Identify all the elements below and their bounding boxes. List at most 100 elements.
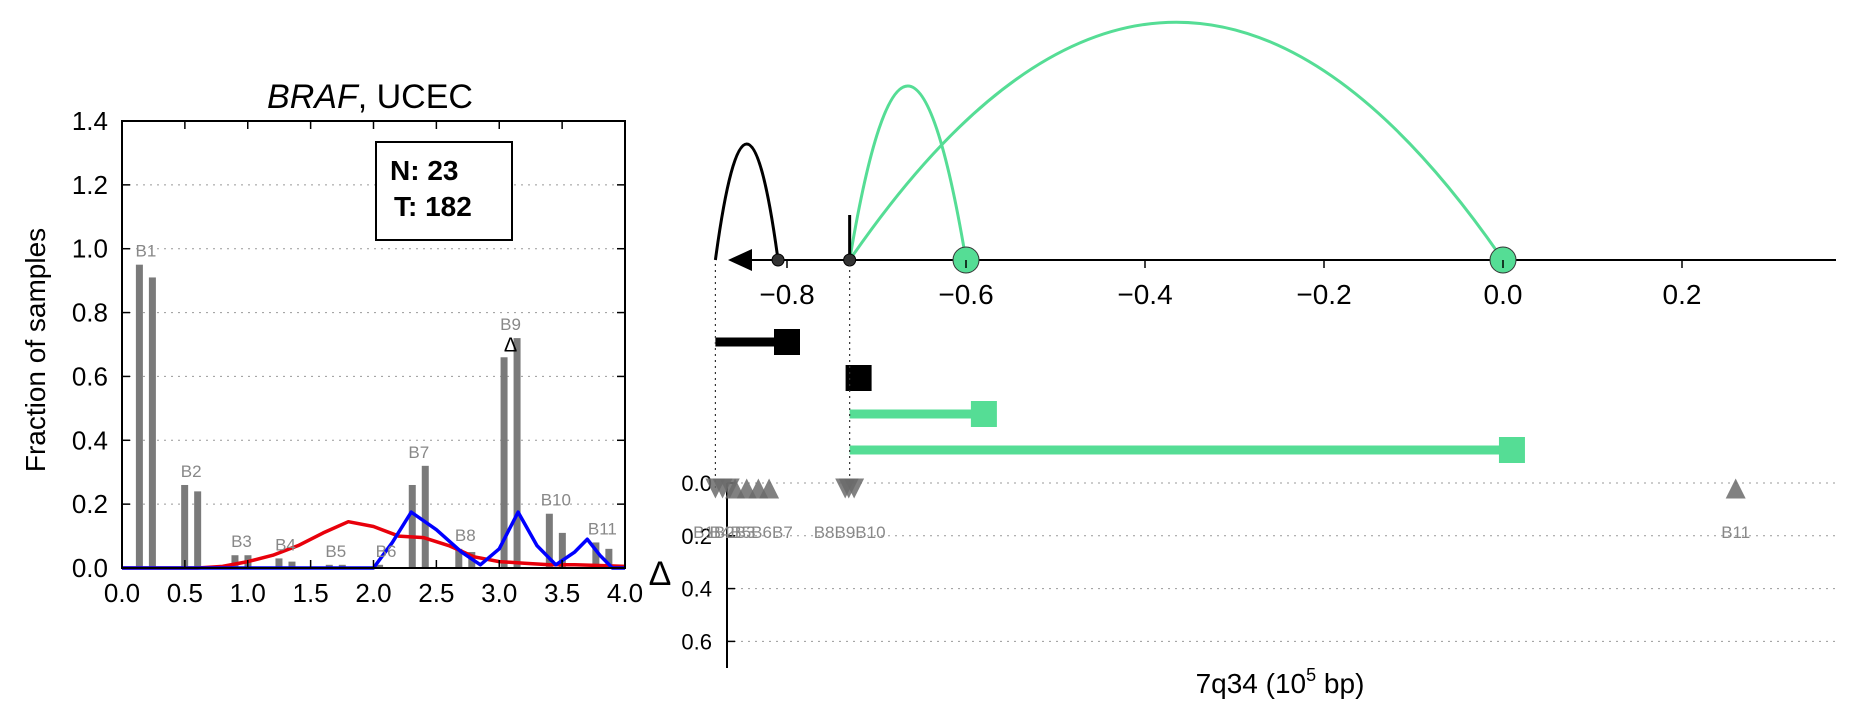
breakpoint-label: B1B2B3 xyxy=(693,523,755,542)
x-axis-label: 7q34 (105 bp) xyxy=(1196,665,1365,699)
delta-grid: 0.0 0.2 0.4 0.6 xyxy=(681,471,1836,654)
chart-title: BRAF, UCEC xyxy=(267,78,473,116)
delta-tick-label: 0.6 xyxy=(681,629,712,654)
bar-label: B10 xyxy=(541,491,571,510)
x-tick-label: 3.5 xyxy=(544,578,580,608)
bar xyxy=(148,277,156,568)
region-segments xyxy=(715,329,1525,463)
bar xyxy=(513,338,521,568)
genomic-axis-ticks: −0.8 −0.6 −0.4 −0.2 0.0 0.2 xyxy=(759,260,1701,310)
bar xyxy=(275,558,283,568)
breakpoint-triangle xyxy=(1725,478,1746,499)
bar-label: B2 xyxy=(181,462,202,481)
bar-chart-panel: BRAF, UCEC Fraction of samples B1B2B3 B4 B… xyxy=(20,78,643,608)
bar xyxy=(135,264,143,568)
bar-label: B11 xyxy=(588,519,617,538)
bar xyxy=(288,561,296,568)
bar-label: B4 xyxy=(275,535,296,554)
x-axis-label-base: 7q34 (10 xyxy=(1196,668,1307,699)
guide-lines xyxy=(714,264,851,490)
x-tick-label: −0.2 xyxy=(1296,279,1351,310)
count-legend: N: 23 T: 182 xyxy=(375,141,513,241)
bar-label: B3 xyxy=(231,532,252,551)
bar xyxy=(592,542,600,568)
y-tick-label: 0.8 xyxy=(72,298,108,328)
y-tick-label: 0.6 xyxy=(72,361,108,391)
breakpoint-label: B11 xyxy=(1721,523,1750,542)
density-line xyxy=(122,510,625,570)
breakpoint-label: B4B5B6B7 xyxy=(710,523,793,542)
breakpoint-markers xyxy=(705,478,1746,499)
locus-panel: −0.8 −0.6 −0.4 −0.2 0.0 0.2 0.0 0.2 0.4 0.6 Δ B1… xyxy=(649,20,1836,699)
x-tick-label: −0.8 xyxy=(759,279,814,310)
x-tick-label: 0.0 xyxy=(1484,279,1523,310)
bar-labels: B1 B2 B3 B4 B5 B6 B7 B8 B9 B10 B11 xyxy=(135,242,616,561)
bar xyxy=(605,548,613,568)
x-tick-label: 1.0 xyxy=(230,578,266,608)
bar xyxy=(408,484,416,568)
delta-axis-label: Δ xyxy=(649,555,672,593)
strand-arrow-icon xyxy=(728,249,752,271)
bar xyxy=(421,465,429,568)
axis-ticks: 0.0 0.2 0.4 0.6 0.8 1.0 1.2 1.4 0.0 0.5 1.0 1.5 2.0 2… xyxy=(72,106,643,608)
bar xyxy=(231,555,239,568)
delta-tick-label: 0.2 xyxy=(681,524,712,549)
y-tick-label: 0.4 xyxy=(72,425,108,455)
breakpoint-label: B8B9B10 xyxy=(814,523,886,542)
bar xyxy=(545,513,553,568)
chart-title-gene: BRAF xyxy=(267,78,360,116)
delta-marker: Δ xyxy=(504,335,517,357)
count-legend-box xyxy=(375,141,513,241)
bar xyxy=(194,491,202,568)
delta-tick-label: 0.4 xyxy=(681,577,712,602)
x-tick-label: 1.5 xyxy=(293,578,329,608)
delta-tick-label: 0.0 xyxy=(681,471,712,496)
chart-title-rest: , UCEC xyxy=(358,78,473,116)
y-tick-label: 1.2 xyxy=(72,170,108,200)
y-grid xyxy=(122,184,625,505)
y-tick-label: 1.0 xyxy=(72,234,108,264)
x-tick-label: −0.6 xyxy=(938,279,993,310)
x-tick-label: 4.0 xyxy=(607,578,643,608)
bar xyxy=(376,564,384,568)
interaction-arc xyxy=(713,142,780,261)
x-axis-label-sup: 5 xyxy=(1306,665,1316,685)
bar-label: B6 xyxy=(376,542,397,561)
bar-label: B5 xyxy=(325,542,346,561)
bar xyxy=(455,548,463,568)
x-tick-label: 2.0 xyxy=(355,578,391,608)
x-tick-label: 3.0 xyxy=(481,578,517,608)
plot-frame xyxy=(121,120,626,569)
tumor-count: T: 182 xyxy=(394,191,472,222)
x-tick-label: 0.2 xyxy=(1663,279,1702,310)
bar-label: B1 xyxy=(135,242,156,261)
y-tick-label: 0.0 xyxy=(72,553,108,583)
axis-dots xyxy=(771,215,1517,274)
x-tick-label: 0.5 xyxy=(167,578,203,608)
y-tick-label: 1.4 xyxy=(72,106,108,136)
bars xyxy=(135,264,613,569)
x-tick-label: −0.4 xyxy=(1117,279,1172,310)
y-tick-label: 0.2 xyxy=(72,489,108,519)
region-end-square xyxy=(1498,437,1525,463)
interaction-arcs xyxy=(713,20,1505,261)
breakpoint-triangle xyxy=(844,478,865,499)
bar xyxy=(181,484,189,568)
bar-label: B7 xyxy=(408,443,429,462)
region-end-square xyxy=(970,401,997,427)
region-end-square xyxy=(774,329,800,355)
y-axis-label: Fraction of samples xyxy=(20,228,51,472)
bar xyxy=(558,532,566,568)
interaction-arc xyxy=(848,20,1505,261)
x-tick-label: 2.5 xyxy=(418,578,454,608)
anchor-dot xyxy=(771,253,785,267)
breakpoint-triangle xyxy=(759,478,780,499)
x-axis-label-tail: bp) xyxy=(1316,668,1364,699)
bar-label: B9 xyxy=(500,315,521,334)
bar xyxy=(500,357,508,568)
interaction-arc xyxy=(848,84,968,261)
x-tick-label: 0.0 xyxy=(104,578,140,608)
bar-label: B8 xyxy=(455,526,476,545)
